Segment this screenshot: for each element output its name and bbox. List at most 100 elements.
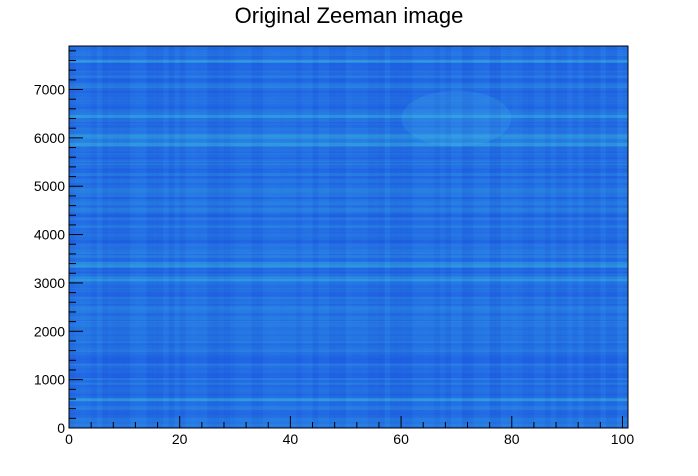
heatmap-row <box>69 253 628 256</box>
heatmap-row <box>69 142 628 146</box>
heatmap-column <box>362 46 369 428</box>
heatmap-row <box>69 313 628 317</box>
heatmap-row <box>69 361 628 364</box>
heatmap-row <box>69 243 628 247</box>
heatmap-row <box>69 154 628 158</box>
heatmap-row <box>69 374 628 379</box>
heatmap-row <box>69 283 628 286</box>
heatmap-row <box>69 246 628 250</box>
heatmap-row <box>69 207 628 211</box>
heatmap-row <box>69 182 628 186</box>
heatmap-column <box>235 46 241 428</box>
heatmap-column <box>229 46 236 428</box>
heatmap-row <box>69 134 628 138</box>
heatmap-row <box>69 317 628 320</box>
heatmap-column <box>622 46 629 428</box>
heatmap-column <box>207 46 214 428</box>
heatmap-row <box>69 227 628 231</box>
heatmap-column <box>616 46 623 428</box>
heatmap-row <box>69 279 628 282</box>
heatmap-column <box>85 46 92 428</box>
heatmap-row <box>69 46 628 49</box>
heatmap-column <box>445 46 452 428</box>
heatmap-row <box>69 396 628 399</box>
heatmap-column <box>533 46 540 428</box>
heatmap-column <box>124 46 131 428</box>
heatmap-row <box>69 172 628 176</box>
heatmap-row <box>69 273 628 275</box>
heatmap-row <box>69 145 628 147</box>
heatmap-row <box>69 224 628 229</box>
heatmap-row <box>69 97 628 101</box>
heatmap-column <box>273 46 280 428</box>
heatmap-column <box>340 46 346 428</box>
heatmap-row <box>69 392 628 394</box>
heatmap-column <box>157 46 164 428</box>
heatmap-column <box>113 46 120 428</box>
heatmap-row <box>69 321 628 324</box>
heatmap-row <box>69 162 628 164</box>
heatmap-column <box>69 46 75 428</box>
y-tick-label: 7000 <box>34 82 65 98</box>
heatmap-column <box>589 46 595 428</box>
heatmap-row <box>69 334 628 337</box>
heatmap-column <box>594 46 601 428</box>
heatmap-row <box>69 85 628 88</box>
heatmap-row <box>69 400 628 403</box>
heatmap-column <box>74 46 81 428</box>
heatmap-column <box>312 46 319 428</box>
heatmap-row <box>69 229 628 232</box>
heatmap-row <box>69 363 628 366</box>
heatmap-row <box>69 238 628 240</box>
heatmap-row <box>69 301 628 304</box>
heatmap-row <box>69 92 628 96</box>
heatmap-row <box>69 360 628 362</box>
heatmap-row <box>69 77 628 82</box>
heatmap-row <box>69 356 628 358</box>
heatmap-row <box>69 251 628 255</box>
heatmap-row <box>69 349 628 352</box>
heatmap-row <box>69 121 628 123</box>
heatmap-column <box>262 46 269 428</box>
heatmap-row <box>69 281 628 285</box>
heatmap-column <box>578 46 584 428</box>
heatmap-row <box>69 390 628 393</box>
heatmap-row <box>69 211 628 213</box>
heatmap-row <box>69 55 628 57</box>
heatmap-row <box>69 198 628 202</box>
heatmap-row <box>69 357 628 361</box>
heatmap-area <box>69 46 629 429</box>
heatmap-column <box>301 46 308 428</box>
heatmap-column <box>395 46 402 428</box>
heatmap-column <box>401 46 407 428</box>
heatmap-column <box>539 46 546 428</box>
heatmap-row <box>69 393 628 397</box>
y-tick-label: 2000 <box>34 323 65 339</box>
heatmap-column <box>290 46 297 428</box>
heatmap-row <box>69 70 628 73</box>
y-tick-label: 5000 <box>34 178 65 194</box>
heatmap-row <box>69 417 628 421</box>
x-tick-label: 20 <box>172 431 188 447</box>
heatmap-column <box>318 46 324 428</box>
heatmap-row <box>69 152 628 155</box>
heatmap-column <box>279 46 286 428</box>
bright-region <box>401 90 512 147</box>
heatmap-row <box>69 100 628 104</box>
heatmap-row <box>69 47 628 50</box>
heatmap-row <box>69 426 628 429</box>
heatmap-row <box>69 178 628 182</box>
heatmap-column <box>417 46 424 428</box>
heatmap-row <box>69 220 628 224</box>
heatmap-column <box>423 46 429 428</box>
heatmap-row <box>69 401 628 406</box>
heatmap-row <box>69 251 628 253</box>
heatmap-row <box>69 149 628 152</box>
heatmap-column <box>550 46 557 428</box>
heatmap-column <box>556 46 562 428</box>
heatmap-column <box>91 46 97 428</box>
heatmap-row <box>69 169 628 173</box>
heatmap-row <box>69 62 628 66</box>
heatmap-row <box>69 414 628 418</box>
